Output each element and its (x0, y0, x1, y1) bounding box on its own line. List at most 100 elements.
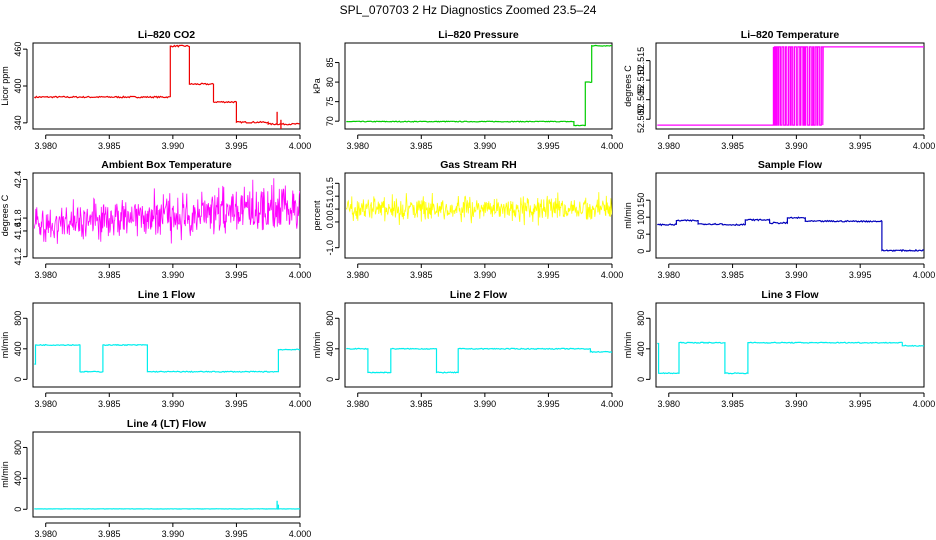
x-tick-label: 3.995 (849, 141, 872, 151)
panel-title: Li–820 Temperature (741, 29, 840, 41)
y-tick-label: 1.5 (325, 177, 335, 190)
x-tick-label: 3.980 (657, 399, 680, 409)
panel-5: Sample Flow 3.980 3.985 3.990 3.995 4.000 0 50 1… (623, 159, 935, 280)
y-axis-label: ml/min (623, 332, 633, 359)
x-tick-label: 3.980 (657, 270, 680, 280)
y-tick-label: 52.505 (636, 86, 646, 114)
x-tick-label: 4.000 (913, 399, 936, 409)
y-tick-label: 75 (325, 97, 335, 107)
y-tick-label: 400 (13, 341, 23, 356)
y-tick-label: 50 (636, 229, 646, 239)
y-axis-label: ml/min (623, 202, 633, 229)
x-tick-label: 3.985 (410, 399, 433, 409)
panel-title: Ambient Box Temperature (101, 159, 232, 171)
x-tick-label: 3.990 (162, 529, 185, 539)
y-tick-label: 41.6 (13, 222, 23, 240)
plot-frame (655, 302, 925, 388)
x-tick-label: 3.980 (34, 399, 57, 409)
plot-frame (655, 42, 925, 130)
x-tick-label: 3.995 (225, 529, 248, 539)
x-tick-label: 3.985 (721, 270, 744, 280)
y-axis-label: ml/min (312, 332, 322, 359)
y-axis-label: percent (312, 200, 322, 231)
y-axis-label: Licor ppm (0, 66, 10, 106)
y-tick-label: 400 (636, 341, 646, 356)
x-tick-label: 3.990 (474, 399, 497, 409)
panel-7: Line 2 Flow 3.980 3.985 3.990 3.995 4.000 0 400… (312, 289, 623, 409)
y-axis-label: kPa (312, 78, 322, 94)
data-series (657, 46, 924, 126)
x-tick-label: 3.980 (34, 529, 57, 539)
y-tick-label: 0 (636, 377, 646, 382)
y-tick-label: 41.2 (13, 248, 23, 266)
data-series (657, 341, 924, 375)
x-tick-label: 3.985 (721, 141, 744, 151)
x-tick-label: 4.000 (601, 141, 624, 151)
y-tick-label: 52.515 (636, 47, 646, 75)
panel-title: Line 4 (LT) Flow (127, 418, 207, 430)
y-tick-label: 0 (13, 377, 23, 382)
x-tick-label: 4.000 (601, 399, 624, 409)
y-tick-label: -1.0 (325, 240, 335, 256)
plot-frame (344, 42, 613, 130)
panel-6: Line 1 Flow 3.980 3.985 3.990 3.995 4.000 0 400… (0, 289, 311, 409)
y-tick-label: 150 (636, 193, 646, 208)
x-tick-label: 4.000 (289, 270, 312, 280)
y-tick-label: 0.5 (325, 203, 335, 216)
panel-title: Sample Flow (758, 159, 823, 171)
y-tick-label: 1.0 (325, 190, 335, 203)
plot-frame (32, 172, 301, 259)
y-tick-label: 41.8 (13, 209, 23, 227)
panel-title: Gas Stream RH (440, 159, 516, 171)
panel-0: Li–820 CO2 3.980 3.985 3.990 3.995 4.000 340 40… (0, 29, 311, 151)
x-tick-label: 3.980 (346, 141, 369, 151)
y-axis-label: ml/min (0, 332, 10, 359)
y-tick-label: 52.510 (636, 66, 646, 94)
panel-title: Li–820 Pressure (438, 29, 519, 41)
x-tick-label: 3.995 (225, 141, 248, 151)
y-tick-label: 460 (13, 42, 23, 57)
x-tick-label: 3.990 (785, 399, 808, 409)
panel-title: Line 1 Flow (138, 289, 196, 301)
x-tick-label: 3.985 (98, 399, 121, 409)
y-axis-label: degrees C (0, 194, 10, 236)
y-tick-label: 400 (13, 78, 23, 93)
x-tick-label: 3.990 (162, 399, 185, 409)
y-tick-label: 800 (13, 311, 23, 326)
x-tick-label: 4.000 (913, 270, 936, 280)
x-tick-label: 3.990 (785, 141, 808, 151)
plot-frame (655, 172, 925, 259)
y-tick-label: 80 (325, 77, 335, 87)
panel-title: Line 3 Flow (761, 289, 819, 301)
y-tick-label: 0 (325, 377, 335, 382)
y-tick-label: 400 (325, 341, 335, 356)
x-tick-label: 3.995 (225, 399, 248, 409)
x-tick-label: 3.985 (721, 399, 744, 409)
data-series (33, 178, 300, 244)
panel-4: Gas Stream RH 3.980 3.985 3.990 3.995 4.000 -1… (312, 159, 623, 280)
data-series (345, 192, 612, 226)
y-tick-label: 0.0 (325, 216, 335, 229)
x-tick-label: 4.000 (289, 399, 312, 409)
plot-frame (32, 431, 301, 518)
plot-frame (344, 172, 613, 259)
x-tick-label: 4.000 (913, 141, 936, 151)
x-tick-label: 3.990 (162, 270, 185, 280)
y-axis-label: degrees C (623, 65, 633, 107)
y-tick-label: 52.500 (636, 105, 646, 133)
y-tick-label: 70 (325, 116, 335, 126)
data-series (657, 216, 924, 253)
panel-title: Line 2 Flow (450, 289, 508, 301)
plot-frame (32, 42, 301, 130)
x-tick-label: 3.995 (225, 270, 248, 280)
y-tick-label: 340 (13, 115, 23, 130)
x-tick-label: 3.995 (537, 141, 560, 151)
y-tick-label: 100 (636, 210, 646, 225)
x-tick-label: 3.990 (474, 270, 497, 280)
x-tick-label: 3.995 (537, 399, 560, 409)
data-series (33, 44, 300, 126)
y-tick-label: 85 (325, 58, 335, 68)
y-axis-label: ml/min (0, 461, 10, 488)
plot-frame (344, 302, 613, 388)
data-series (346, 44, 612, 127)
